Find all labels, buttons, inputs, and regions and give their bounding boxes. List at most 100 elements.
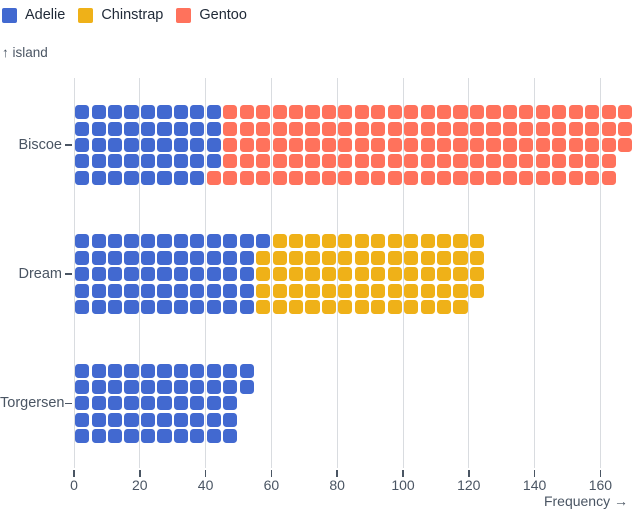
legend-swatch-icon bbox=[2, 8, 17, 23]
waffle-cell bbox=[239, 137, 254, 153]
waffle-cell bbox=[272, 154, 287, 169]
waffle-cell bbox=[91, 379, 106, 395]
waffle-cell bbox=[437, 137, 452, 153]
waffle-cell bbox=[453, 170, 468, 185]
waffle-cell bbox=[420, 250, 435, 265]
legend-item-chinstrap: Chinstrap bbox=[78, 7, 163, 24]
waffle-cell bbox=[140, 250, 156, 265]
waffle-cell bbox=[387, 154, 402, 169]
waffle-cell bbox=[140, 429, 156, 444]
x-tick-label-20: 20 bbox=[132, 477, 148, 493]
waffle-cell bbox=[256, 137, 271, 153]
x-tick-label-160: 160 bbox=[588, 477, 613, 493]
waffle-cell bbox=[453, 121, 468, 136]
waffle-cell bbox=[75, 429, 90, 444]
waffle-cell bbox=[288, 234, 304, 249]
waffle-cell bbox=[338, 250, 353, 265]
waffle-cell bbox=[256, 283, 271, 298]
waffle-cell bbox=[535, 105, 550, 120]
waffle-cell bbox=[354, 267, 369, 282]
waffle-cell bbox=[371, 299, 386, 315]
waffle-cell bbox=[223, 137, 238, 153]
gridline-x-60 bbox=[270, 78, 272, 468]
waffle-cell bbox=[108, 379, 123, 395]
waffle-cell bbox=[321, 170, 337, 185]
waffle-cell bbox=[206, 250, 221, 265]
waffle-cell bbox=[239, 121, 254, 136]
waffle-cell bbox=[157, 396, 172, 411]
waffle-cell bbox=[173, 267, 188, 282]
waffle-cell bbox=[140, 170, 156, 185]
waffle-cell bbox=[387, 299, 402, 315]
waffle-cell bbox=[371, 170, 386, 185]
waffle-cell bbox=[387, 234, 402, 249]
waffle-cell bbox=[354, 283, 369, 298]
waffle-cell bbox=[519, 105, 534, 120]
waffle-cell bbox=[453, 283, 468, 298]
waffle-cell bbox=[190, 170, 205, 185]
waffle-cell bbox=[239, 105, 254, 120]
x-tick-mark bbox=[402, 470, 404, 477]
waffle-cell bbox=[239, 234, 254, 249]
waffle-cell bbox=[140, 234, 156, 249]
waffle-cell bbox=[108, 267, 123, 282]
waffle-cell bbox=[239, 299, 254, 315]
gridline-x-40 bbox=[205, 78, 207, 468]
waffle-cell bbox=[305, 267, 320, 282]
waffle-cell bbox=[338, 121, 353, 136]
waffle-cell bbox=[91, 105, 106, 120]
waffle-cell bbox=[404, 234, 419, 249]
waffle-cell bbox=[420, 137, 435, 153]
waffle-cell bbox=[108, 137, 123, 153]
waffle-cell bbox=[321, 267, 337, 282]
waffle-cell bbox=[206, 396, 221, 411]
waffle-cell bbox=[404, 137, 419, 153]
waffle-cell bbox=[552, 137, 567, 153]
waffle-cell bbox=[469, 283, 485, 298]
waffle-cell bbox=[272, 283, 287, 298]
waffle-cell bbox=[519, 154, 534, 169]
waffle-cell bbox=[75, 121, 90, 136]
waffle-cell bbox=[206, 170, 221, 185]
waffle-cell bbox=[601, 121, 616, 136]
waffle-cell bbox=[568, 137, 583, 153]
waffle-cell bbox=[420, 234, 435, 249]
waffle-cell bbox=[354, 137, 369, 153]
waffle-cell bbox=[173, 137, 188, 153]
waffle-cell bbox=[617, 121, 633, 136]
waffle-cell bbox=[305, 234, 320, 249]
waffle-cell bbox=[239, 283, 254, 298]
waffle-cell bbox=[91, 234, 106, 249]
waffle-cell bbox=[552, 154, 567, 169]
waffle-cell bbox=[108, 412, 123, 427]
waffle-cell bbox=[206, 379, 221, 395]
waffle-cell bbox=[387, 137, 402, 153]
y-tick-label-torgersen: Torgersen bbox=[0, 395, 65, 412]
waffle-cell bbox=[601, 154, 616, 169]
waffle-cell bbox=[75, 283, 90, 298]
waffle-cell bbox=[354, 170, 369, 185]
x-tick-mark bbox=[336, 470, 338, 477]
waffle-cell bbox=[75, 379, 90, 395]
waffle-cell bbox=[288, 137, 304, 153]
x-tick-label-100: 100 bbox=[391, 477, 415, 493]
waffle-cell bbox=[305, 250, 320, 265]
waffle-cell bbox=[469, 105, 485, 120]
waffle-cell bbox=[469, 234, 485, 249]
x-tick-mark bbox=[599, 470, 602, 477]
waffle-cell bbox=[108, 396, 123, 411]
waffle-cell bbox=[585, 170, 600, 185]
waffle-cell bbox=[453, 105, 468, 120]
waffle-cell bbox=[338, 283, 353, 298]
waffle-cell bbox=[371, 267, 386, 282]
waffle-cell bbox=[272, 137, 287, 153]
waffle-cell bbox=[387, 121, 402, 136]
waffle-cell bbox=[124, 363, 139, 378]
waffle-cell bbox=[404, 283, 419, 298]
waffle-cell bbox=[223, 234, 238, 249]
legend-label: Gentoo bbox=[199, 7, 247, 23]
waffle-cell bbox=[108, 363, 123, 378]
waffle-cell bbox=[91, 170, 106, 185]
waffle-cell bbox=[91, 363, 106, 378]
waffle-cell bbox=[288, 283, 304, 298]
